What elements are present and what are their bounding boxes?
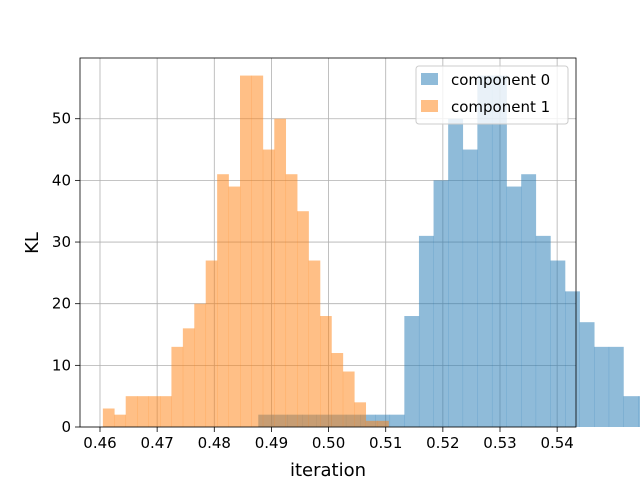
- histogram-bar-component-1: [160, 396, 172, 427]
- bars: [102, 75, 640, 428]
- histogram-bar-component-1: [125, 396, 138, 427]
- histogram-bar-component-0: [433, 180, 449, 427]
- y-tick-label: 0: [61, 418, 71, 436]
- histogram-bar-component-0: [594, 346, 610, 427]
- legend: component 0 component 1: [415, 65, 569, 125]
- histogram-bar-component-1: [205, 260, 218, 427]
- x-tick-label: 0.53: [483, 434, 516, 452]
- legend-swatch-component-1: [421, 100, 438, 112]
- histogram-bar-component-1: [148, 396, 161, 427]
- histogram-bar-component-1: [228, 186, 241, 427]
- histogram-bar-component-0: [477, 75, 493, 428]
- histogram-bar-component-0: [535, 235, 551, 427]
- histogram-bar-component-1: [274, 118, 287, 428]
- histogram-bar-component-1: [262, 149, 275, 427]
- histogram-bar-component-0: [491, 75, 507, 428]
- x-tick-label: 0.46: [83, 434, 116, 452]
- legend-label-component-0: component 0: [451, 71, 550, 89]
- histogram-bar-component-1: [354, 402, 367, 427]
- histogram-bar-component-1: [365, 420, 378, 427]
- histogram-bar-component-1: [377, 420, 389, 427]
- histogram-bar-component-0: [623, 396, 639, 427]
- x-tick-label: 0.52: [426, 434, 459, 452]
- histogram-bar-component-1: [251, 75, 264, 428]
- legend-swatch-component-0: [421, 73, 438, 85]
- histogram-bar-component-0: [565, 291, 580, 427]
- x-tick-label: 0.49: [255, 434, 288, 452]
- x-tick-label: 0.50: [312, 434, 345, 452]
- histogram-bar-component-1: [182, 328, 195, 427]
- legend-label-component-1: component 1: [451, 98, 550, 116]
- histogram-bar-component-0: [638, 396, 640, 427]
- axis-ticks: 0.46 0.47 0.48 0.49 0.50 0.51 0.52 0.53 0.54 0 10 2…: [52, 110, 574, 452]
- histogram-bar-component-0: [579, 322, 595, 427]
- y-tick-label: 20: [52, 295, 71, 313]
- histogram-bar-component-1: [102, 408, 115, 427]
- plot-frame: [79, 57, 577, 428]
- histogram-bar-component-1: [331, 353, 344, 427]
- histogram-bar-component-0: [404, 316, 420, 427]
- y-axis-label: KL: [22, 232, 43, 254]
- histogram-bar-component-1: [320, 316, 332, 427]
- y-tick-label: 50: [52, 110, 71, 128]
- histogram-bar-component-1: [342, 371, 355, 427]
- histogram-bar-component-0: [521, 174, 537, 427]
- histogram-bar-component-1: [171, 346, 184, 427]
- x-axis-label: iteration: [290, 460, 366, 480]
- x-tick-label: 0.51: [369, 434, 402, 452]
- x-tick-label: 0.47: [140, 434, 173, 452]
- histogram-bar-component-0: [462, 149, 478, 427]
- histogram-bar-component-0: [418, 235, 434, 427]
- x-tick-label: 0.54: [540, 434, 573, 452]
- histogram-bar-component-1: [137, 396, 149, 427]
- histogram-bar-component-1: [308, 260, 321, 427]
- histogram-bar-component-0: [448, 118, 464, 428]
- histogram-bar-component-1: [297, 211, 309, 427]
- y-tick-label: 10: [52, 356, 71, 374]
- histogram-bar-component-1: [217, 174, 229, 427]
- x-tick-label: 0.48: [198, 434, 231, 452]
- histogram-bar-component-0: [389, 414, 405, 427]
- y-tick-label: 40: [52, 171, 71, 189]
- histogram-bar-component-0: [506, 186, 522, 427]
- histogram-bar-component-1: [194, 303, 207, 427]
- histogram-bar-component-1: [114, 414, 127, 427]
- legend-box: [415, 65, 569, 125]
- histogram-bar-component-1: [285, 174, 298, 427]
- y-tick-label: 30: [52, 233, 71, 251]
- histogram-bar-component-1: [240, 75, 252, 428]
- histogram-bar-component-0: [550, 260, 566, 427]
- histogram-bar-component-0: [608, 346, 624, 427]
